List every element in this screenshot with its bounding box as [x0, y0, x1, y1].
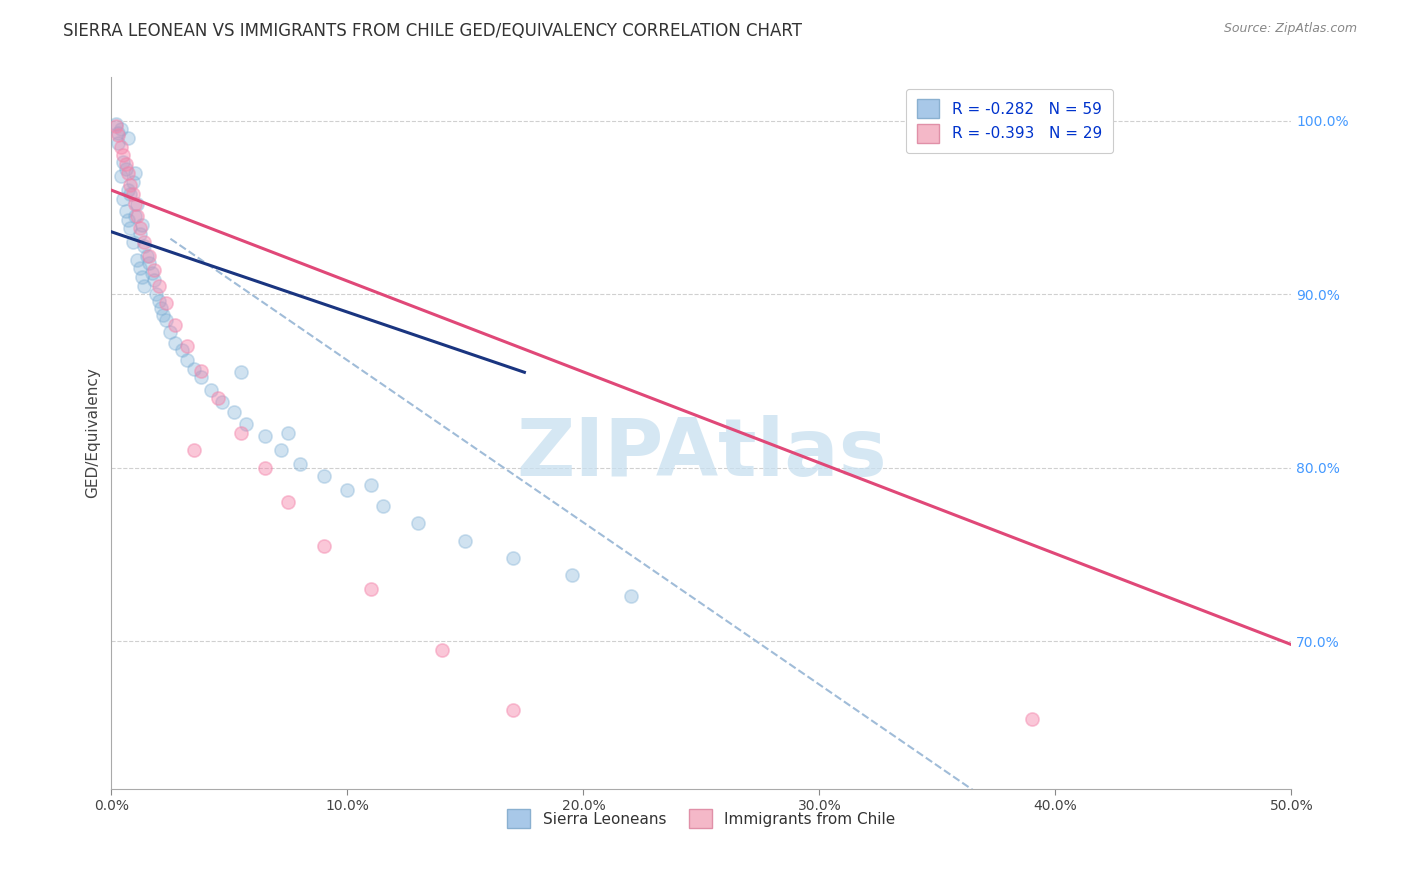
Point	[112, 192, 135, 206]
Point	[502, 550, 524, 565]
Point	[120, 186, 142, 201]
Point	[121, 174, 143, 188]
Point	[128, 221, 150, 235]
Text: ZIPAtlas: ZIPAtlas	[516, 416, 887, 493]
Point	[114, 157, 136, 171]
Point	[277, 425, 299, 440]
Point	[312, 539, 335, 553]
Point	[110, 169, 132, 184]
Point	[165, 318, 187, 333]
Point	[107, 128, 129, 142]
Point	[117, 131, 139, 145]
Point	[1021, 712, 1043, 726]
Point	[134, 238, 156, 252]
Point	[190, 363, 212, 377]
Point	[107, 126, 129, 140]
Point	[128, 227, 150, 241]
Point	[120, 178, 142, 192]
Point	[124, 166, 146, 180]
Point	[290, 457, 312, 471]
Point	[211, 394, 233, 409]
Point	[121, 235, 143, 250]
Point	[454, 533, 477, 548]
Point	[270, 443, 292, 458]
Point	[131, 218, 153, 232]
Point	[105, 119, 128, 133]
Point	[114, 204, 136, 219]
Point	[112, 155, 135, 169]
Point	[121, 186, 143, 201]
Text: SIERRA LEONEAN VS IMMIGRANTS FROM CHILE GED/EQUIVALENCY CORRELATION CHART: SIERRA LEONEAN VS IMMIGRANTS FROM CHILE …	[63, 22, 803, 40]
Point	[142, 273, 165, 287]
Point	[141, 267, 163, 281]
Point	[231, 365, 253, 379]
Point	[149, 301, 172, 315]
Point	[360, 582, 382, 596]
Point	[134, 278, 156, 293]
Point	[231, 425, 253, 440]
Point	[134, 235, 156, 250]
Point	[110, 140, 132, 154]
Point	[155, 296, 177, 310]
Point	[117, 183, 139, 197]
Point	[128, 261, 150, 276]
Point	[148, 278, 170, 293]
Point	[207, 392, 229, 406]
Point	[183, 361, 205, 376]
Point	[561, 568, 583, 582]
Point	[127, 209, 149, 223]
Point	[114, 162, 136, 177]
Point	[176, 353, 198, 368]
Point	[277, 495, 299, 509]
Point	[200, 383, 222, 397]
Point	[107, 136, 129, 151]
Point	[253, 460, 276, 475]
Point	[152, 308, 174, 322]
Point	[127, 197, 149, 211]
Point	[135, 249, 157, 263]
Point	[176, 339, 198, 353]
Point	[371, 499, 394, 513]
Legend: Sierra Leoneans, Immigrants from Chile: Sierra Leoneans, Immigrants from Chile	[502, 804, 901, 834]
Point	[142, 263, 165, 277]
Point	[148, 294, 170, 309]
Point	[112, 148, 135, 162]
Point	[165, 335, 187, 350]
Point	[360, 478, 382, 492]
Point	[138, 249, 160, 263]
Point	[190, 370, 212, 384]
Point	[155, 313, 177, 327]
Point	[430, 642, 453, 657]
Point	[235, 417, 257, 432]
Text: Source: ZipAtlas.com: Source: ZipAtlas.com	[1223, 22, 1357, 36]
Point	[138, 256, 160, 270]
Point	[124, 209, 146, 223]
Point	[619, 589, 641, 603]
Point	[110, 122, 132, 136]
Point	[183, 443, 205, 458]
Point	[336, 483, 359, 498]
Point	[120, 221, 142, 235]
Point	[159, 326, 181, 340]
Point	[253, 429, 276, 443]
Point	[312, 469, 335, 483]
Point	[127, 252, 149, 267]
Point	[131, 269, 153, 284]
Point	[117, 212, 139, 227]
Point	[406, 516, 429, 531]
Point	[145, 287, 167, 301]
Point	[105, 117, 128, 131]
Point	[172, 343, 194, 357]
Point	[224, 405, 246, 419]
Point	[502, 704, 524, 718]
Point	[117, 166, 139, 180]
Point	[124, 197, 146, 211]
Y-axis label: GED/Equivalency: GED/Equivalency	[86, 368, 100, 499]
